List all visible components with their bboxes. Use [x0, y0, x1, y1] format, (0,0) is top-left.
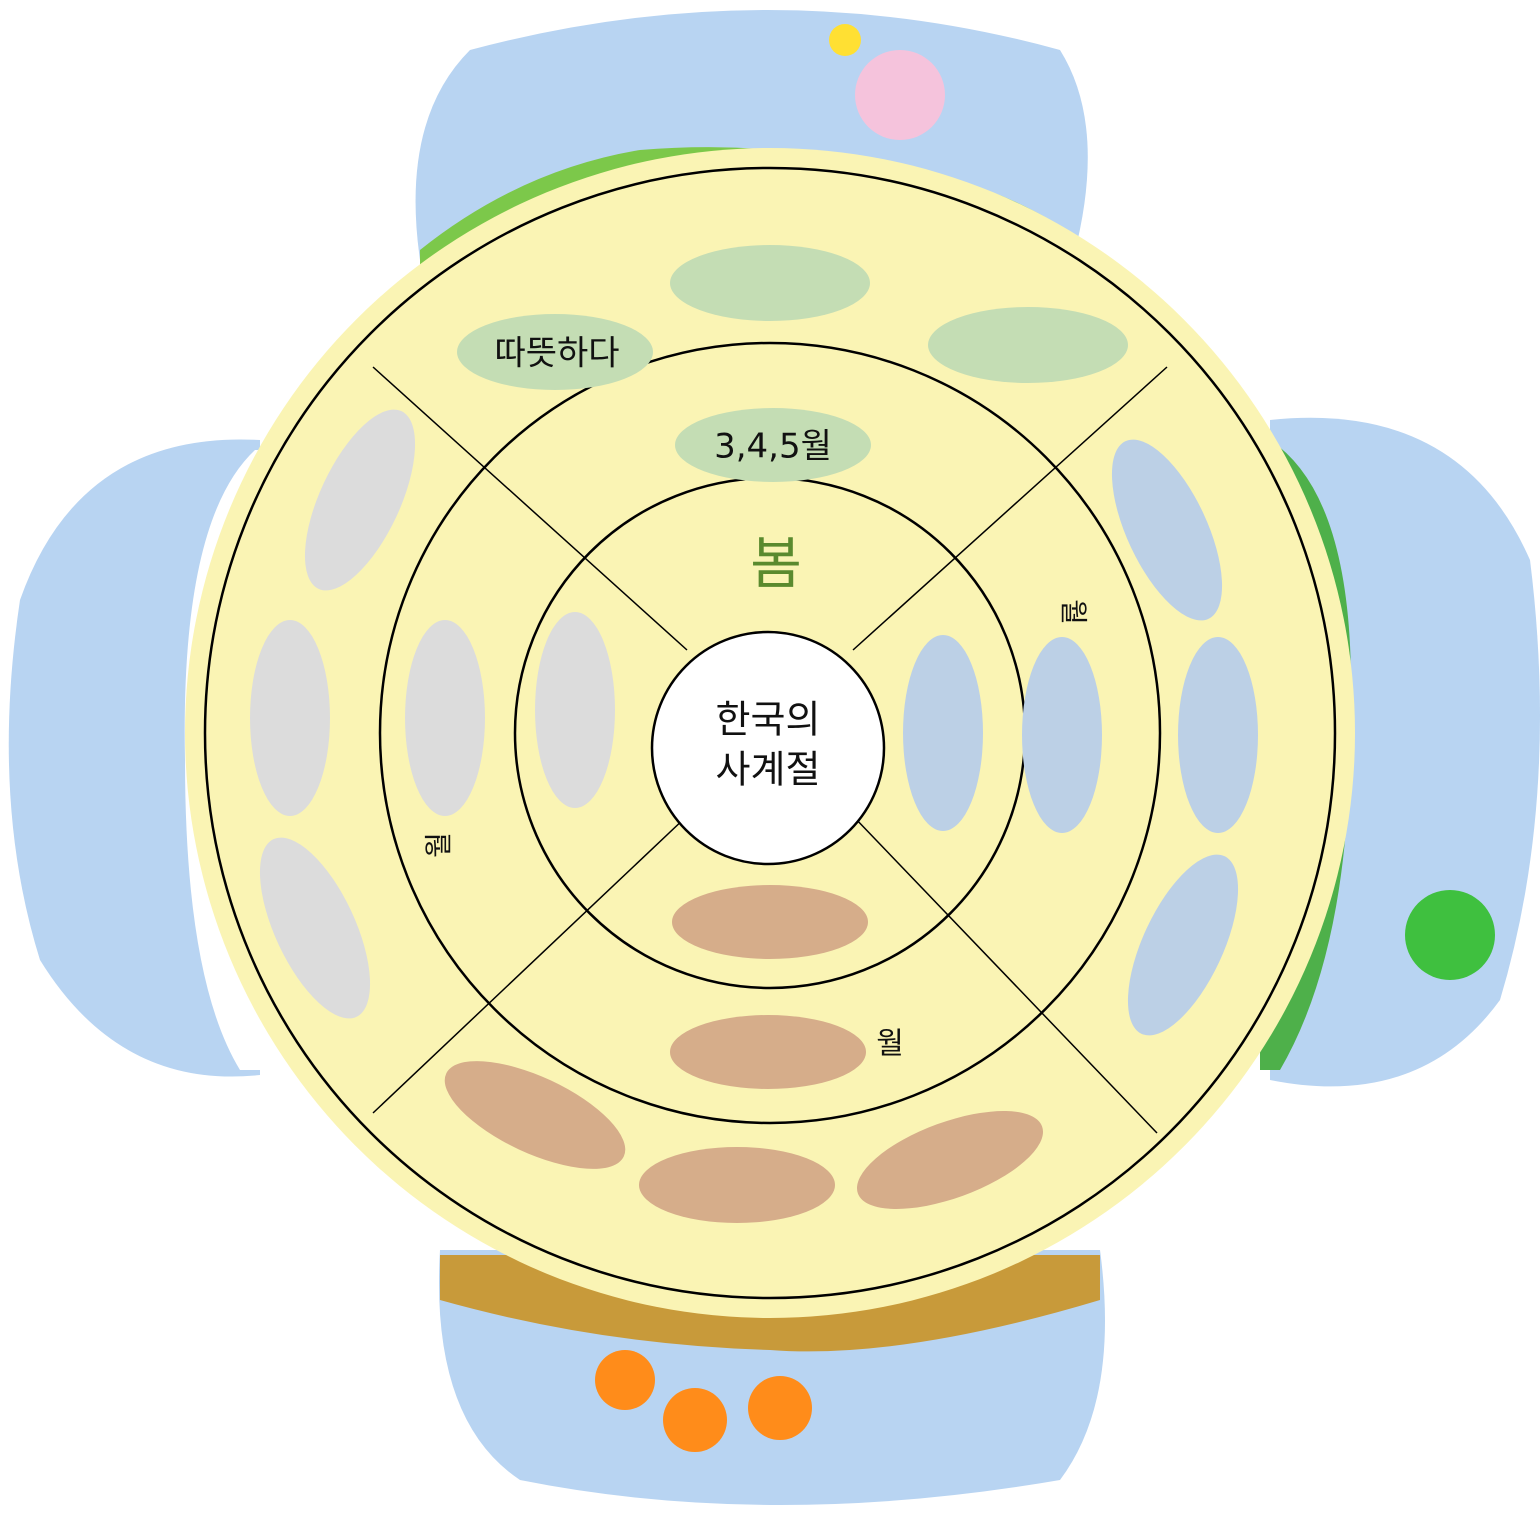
slot [250, 620, 330, 816]
outer-ring [203, 166, 1337, 1300]
blossom-tree [855, 50, 945, 140]
slot [670, 245, 870, 321]
slot [457, 314, 653, 390]
slot [928, 307, 1128, 383]
slot [903, 635, 983, 831]
sun [829, 24, 861, 56]
slot [856, 1111, 1044, 1209]
autumn-label: 월 [876, 1027, 904, 1062]
slot [1178, 637, 1258, 833]
spring-slots [457, 245, 1128, 482]
slot [535, 612, 615, 808]
divider [852, 815, 1158, 1134]
summer-label: 월 [1057, 599, 1090, 625]
center-circle [650, 630, 886, 866]
divider [852, 366, 1168, 651]
autumn-tree [595, 1350, 655, 1410]
autumn-tree [663, 1388, 727, 1452]
months-label: 3,4,5월 [714, 427, 832, 467]
slot [670, 1015, 866, 1089]
divider [372, 815, 688, 1114]
slot [1127, 854, 1239, 1036]
slot [675, 408, 871, 482]
summer-tree [1405, 890, 1495, 980]
autumn-tree [748, 1376, 812, 1440]
middle-ring [378, 341, 1162, 1125]
center-line: 사계절 [716, 748, 821, 792]
slot [1022, 637, 1102, 833]
autumn-slots [444, 885, 1044, 1223]
feature-label: 따뜻하다 [494, 334, 619, 374]
slot [259, 837, 371, 1019]
slot [1111, 439, 1223, 621]
slot [639, 1147, 835, 1223]
center-line: 한국의 [716, 698, 821, 742]
winter-label: 월 [422, 832, 455, 858]
slot [444, 1061, 626, 1169]
divider [372, 366, 688, 651]
slot [672, 885, 868, 959]
winter-slots [250, 409, 615, 1019]
dividers [372, 366, 1168, 1134]
season-label: 봄 [750, 532, 802, 597]
summer-slots [903, 439, 1258, 1036]
slot [405, 620, 485, 816]
slot [304, 409, 416, 591]
